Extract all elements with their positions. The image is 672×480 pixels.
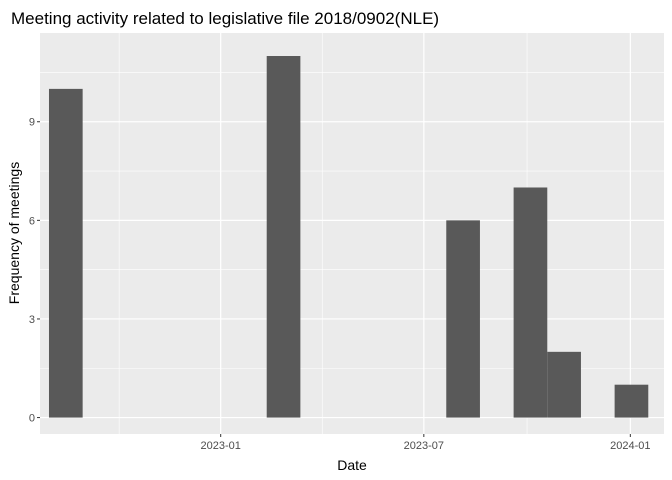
major-gridlines: [40, 33, 664, 434]
bar: [266, 56, 301, 418]
y-tick-label: 3: [29, 314, 35, 326]
y-tick-label: 0: [29, 413, 35, 425]
bars: [48, 56, 649, 418]
bar: [547, 351, 581, 418]
x-tick-label: 2023-01: [201, 440, 241, 452]
bar: [446, 220, 480, 418]
chart-title: Meeting activity related to legislative …: [11, 9, 439, 28]
bar: [614, 384, 649, 418]
x-axis-title: Date: [337, 457, 367, 473]
x-tick-label: 2023-07: [404, 440, 444, 452]
y-tick-label: 9: [29, 117, 35, 129]
x-axis-ticks: 2023-01 2023-07 2024-01: [201, 434, 651, 452]
x-tick-label: 2024-01: [610, 440, 650, 452]
bar: [48, 88, 83, 418]
bar: [513, 187, 548, 418]
y-tick-label: 6: [29, 215, 35, 227]
y-axis-title: Frequency of meetings: [6, 162, 22, 304]
y-axis-ticks: 0 3 6 9: [29, 117, 40, 425]
